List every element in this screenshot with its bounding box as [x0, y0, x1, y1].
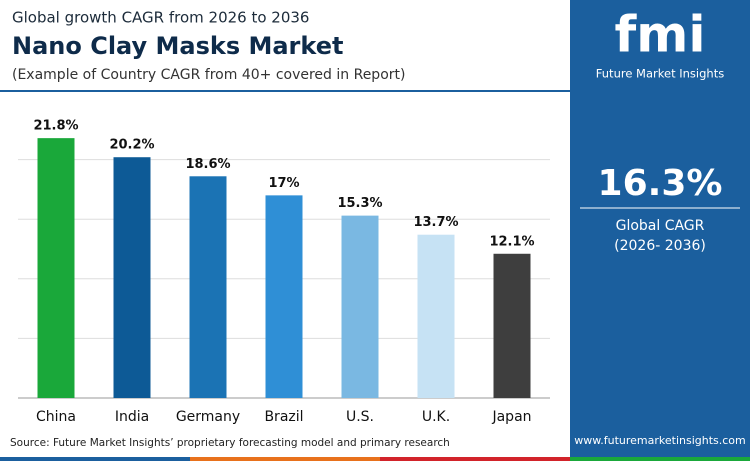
subtitle: (Example of Country CAGR from 40+ covere… — [12, 67, 405, 83]
x-tick-label: U.S. — [346, 409, 374, 425]
value-label: 20.2% — [109, 138, 154, 153]
side-panel — [570, 0, 750, 461]
bar — [265, 195, 303, 398]
bar — [493, 253, 531, 398]
cagr-label: Global CAGR — [616, 218, 705, 234]
value-label: 18.6% — [185, 157, 230, 172]
value-label: 17% — [268, 176, 299, 191]
logo: fmi — [615, 6, 706, 64]
source: Source: Future Market Insights’ propriet… — [10, 437, 450, 449]
bar — [417, 234, 455, 398]
supertitle: Global growth CAGR from 2026 to 2036 — [12, 9, 309, 27]
x-tick-label: U.K. — [422, 409, 450, 425]
x-tick-label: India — [115, 409, 149, 425]
footer-strip — [0, 457, 190, 461]
x-tick-label: Brazil — [264, 409, 303, 425]
cagr-value: 16.3% — [598, 163, 723, 204]
value-label: 15.3% — [337, 196, 382, 211]
x-tick-label: Germany — [176, 409, 240, 425]
bar — [189, 176, 227, 398]
value-label: 12.1% — [489, 234, 534, 249]
bar — [37, 138, 75, 399]
footer-strip — [380, 457, 570, 461]
footer-strip — [570, 457, 750, 461]
x-tick-label: China — [36, 409, 76, 425]
brand: Future Market Insights — [596, 67, 724, 81]
x-tick-label: Japan — [491, 409, 531, 425]
value-label: 21.8% — [33, 119, 78, 134]
bar — [113, 157, 151, 398]
chart-title: Nano Clay Masks Market — [12, 32, 343, 60]
value-label: 13.7% — [413, 215, 458, 230]
website: www.futuremarketinsights.com — [574, 434, 746, 447]
bar — [341, 215, 379, 398]
footer-strip — [190, 457, 380, 461]
cagr-period: (2026- 2036) — [614, 238, 706, 254]
